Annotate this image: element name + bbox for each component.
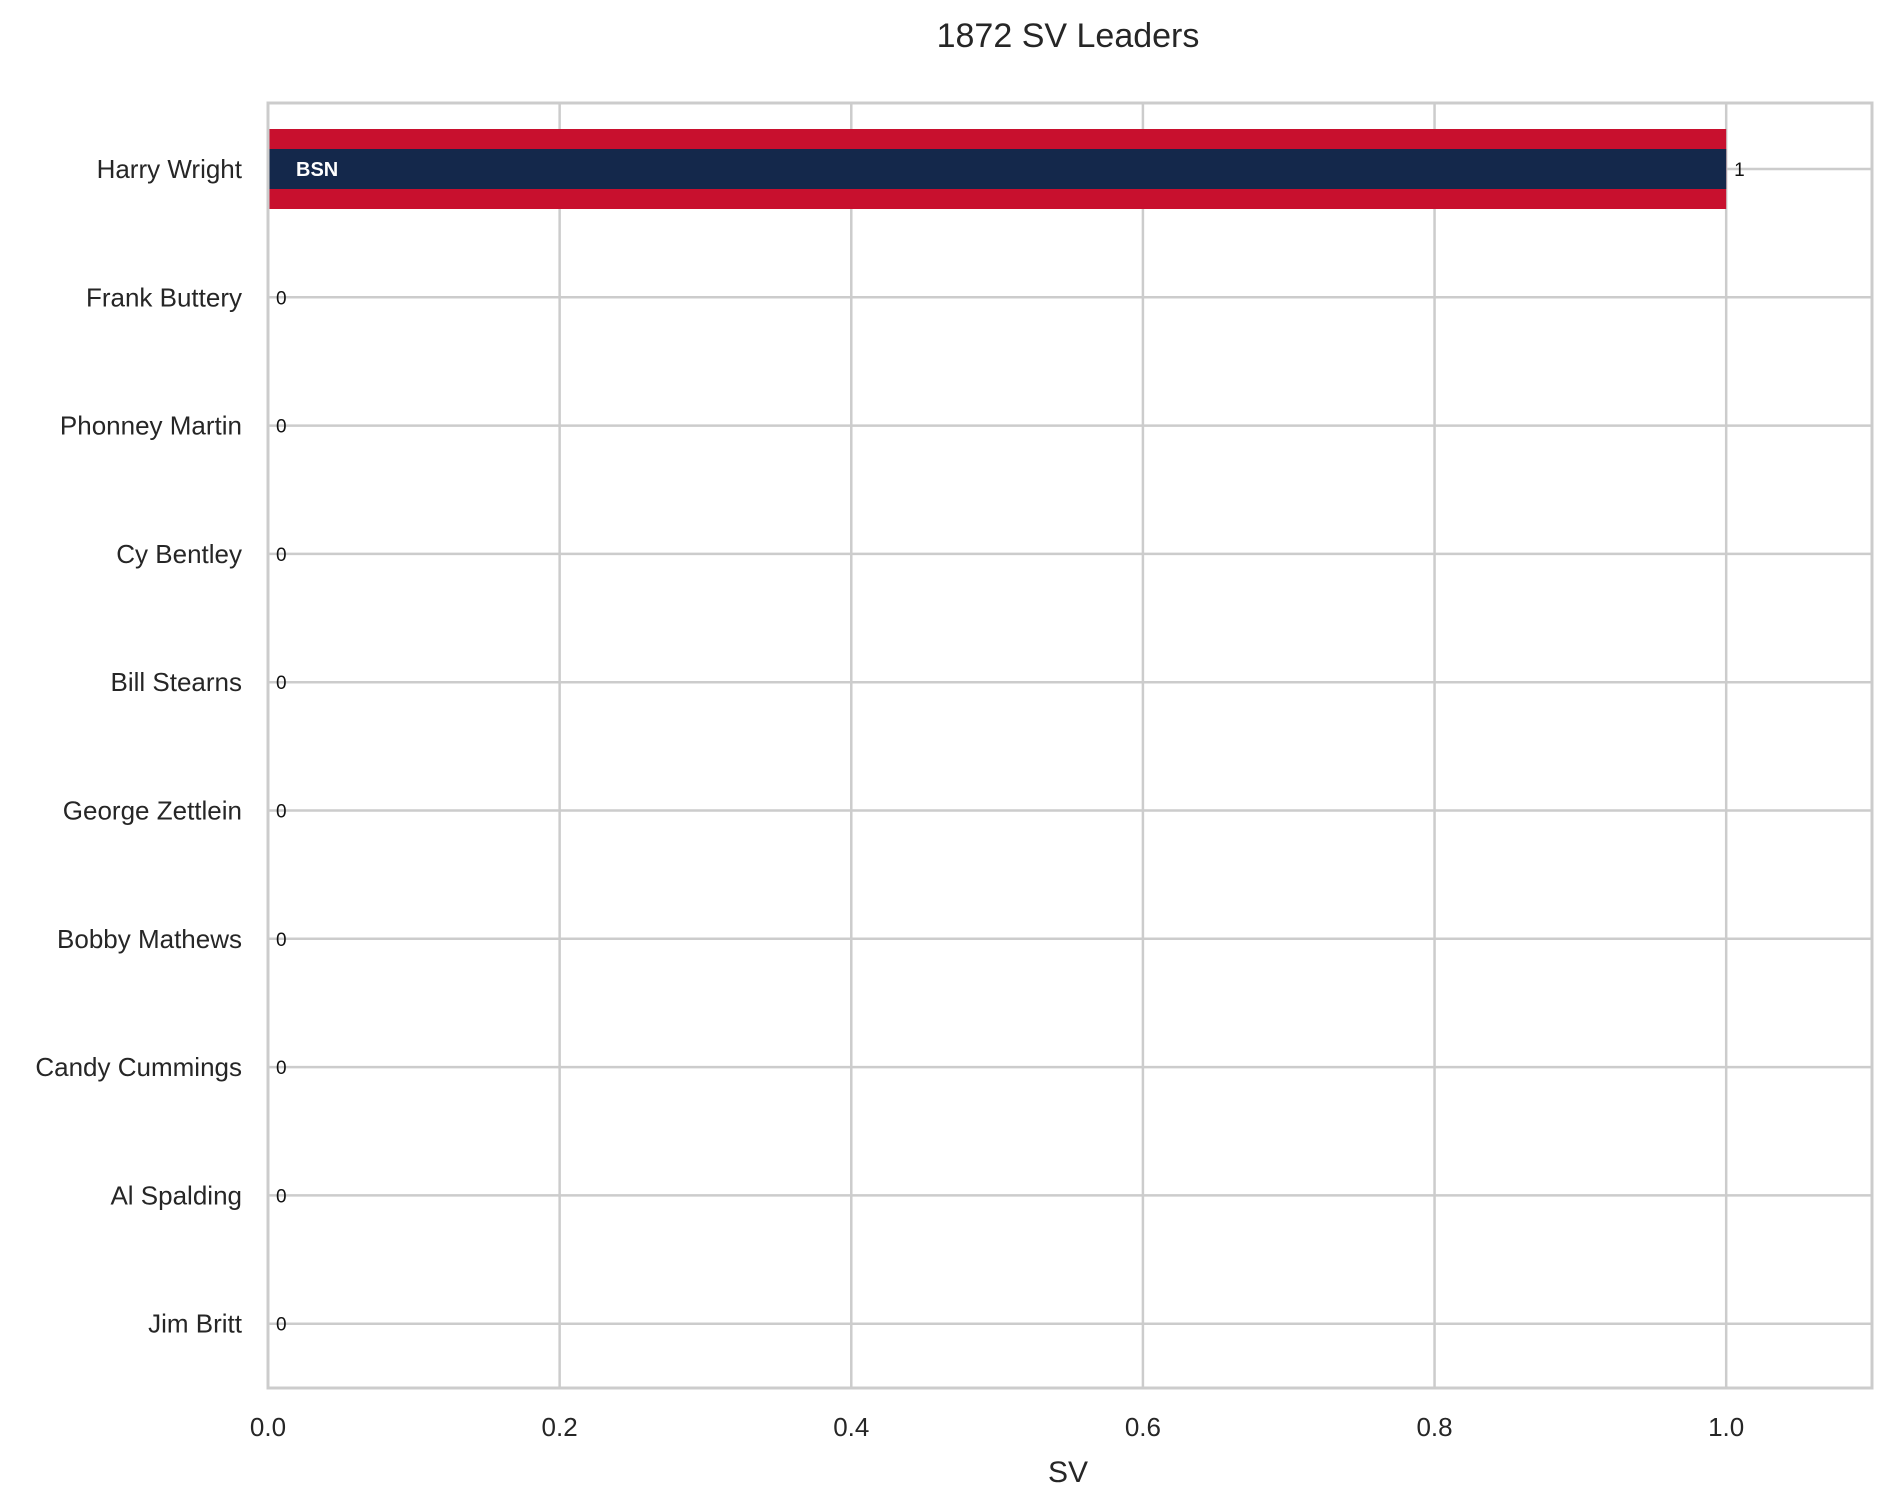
- y-tick-label: Phonney Martin: [60, 411, 242, 441]
- data-label: 0: [276, 673, 287, 694]
- y-tick-label: Harry Wright: [97, 154, 243, 184]
- x-tick-label: 0.6: [1125, 1412, 1161, 1442]
- x-tick-label: 0.0: [250, 1412, 286, 1442]
- y-tick-label: Jim Britt: [148, 1309, 243, 1339]
- y-tick-label: Bill Stearns: [111, 667, 243, 697]
- y-tick-labels: Harry Wright Frank Buttery Phonney Martin C…: [35, 154, 242, 1339]
- team-label: BSN: [296, 159, 338, 181]
- x-axis-label: SV: [1048, 1456, 1088, 1489]
- data-label: 0: [276, 545, 287, 566]
- plot-frame: [266, 101, 1874, 1390]
- y-tick-label: Frank Buttery: [86, 282, 242, 312]
- chart-title: 1872 SV Leaders: [937, 17, 1200, 55]
- x-tick-label: 0.8: [1416, 1412, 1452, 1442]
- data-label: 0: [276, 802, 287, 823]
- data-label: 0: [276, 288, 287, 309]
- bar-inner-stripe: [268, 149, 1727, 189]
- x-tick-label: 0.4: [833, 1412, 869, 1442]
- x-tick-label: 0.2: [542, 1412, 578, 1442]
- data-labels: BSN 1 0 0 0 0 0 0 0 0 0: [276, 159, 1745, 1336]
- x-tick-label: 1.0: [1708, 1412, 1744, 1442]
- data-label: 0: [276, 1186, 287, 1207]
- x-tick-labels: 0.0 0.2 0.4 0.6 0.8 1.0: [250, 1412, 1744, 1442]
- y-tick-label: Bobby Mathews: [57, 924, 242, 954]
- bars: [268, 129, 1727, 209]
- y-tick-label: Al Spalding: [110, 1180, 242, 1210]
- data-label: 0: [276, 417, 287, 438]
- y-tick-label: George Zettlein: [63, 796, 242, 826]
- data-label: 0: [276, 1315, 287, 1336]
- y-tick-label: Candy Cummings: [35, 1052, 242, 1082]
- y-tick-label: Cy Bentley: [116, 539, 242, 569]
- data-label: 0: [276, 1058, 287, 1079]
- data-label: 1: [1734, 160, 1745, 181]
- grid: [266, 103, 1872, 1388]
- data-label: 0: [276, 930, 287, 951]
